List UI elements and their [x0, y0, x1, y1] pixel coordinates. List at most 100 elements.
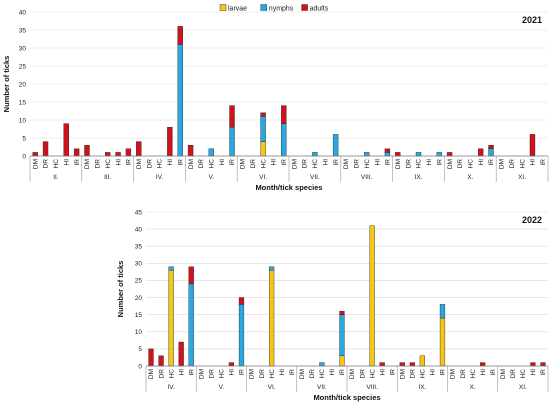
y-axis-title: Number of ticks [2, 56, 11, 113]
bar-nymphs-IX-HC [415, 152, 422, 157]
y-tick-label: 5 [22, 135, 26, 142]
x-tick-label-species: HC [420, 369, 427, 379]
bar-adults-X-DM [446, 152, 453, 157]
month-label: IX. [415, 174, 423, 181]
bar-adults-IV-DM [148, 348, 154, 367]
bar-adults-VI-HC [260, 112, 266, 117]
x-tick-label-species: HC [209, 159, 216, 169]
x-tick-label-species: IR [385, 159, 392, 166]
chart-title: 2022 [522, 215, 542, 225]
x-tick-label-species: DM [500, 369, 507, 379]
bar-nymphs-X-IR [488, 148, 494, 157]
legend-label-nymphs: nymphs [269, 6, 294, 13]
x-tick-label-species: HI [374, 159, 381, 166]
x-tick-label-species: HI [229, 369, 236, 376]
bar-adults-III-HC [105, 152, 111, 157]
y-tick-label: 15 [135, 312, 143, 319]
x-tick-label-species: DM [447, 159, 454, 169]
bar-adults-X-IR [488, 144, 494, 149]
bar-adults-II-DM [32, 152, 38, 157]
month-label: III. [104, 174, 111, 181]
x-tick-label-species: DR [43, 159, 50, 169]
x-tick-label-species: IR [436, 159, 443, 166]
y-tick-label: 20 [135, 295, 143, 302]
month-label: VII. [310, 174, 320, 181]
x-tick-label-species: HC [312, 159, 319, 169]
bar-nymphs-V-IR [229, 126, 235, 157]
chart-title: 2021 [522, 15, 542, 25]
month-label: IV. [167, 384, 175, 391]
legend: larvae nymphs adults [219, 4, 329, 13]
month-label: II. [53, 174, 59, 181]
y-tick-label: 5 [138, 346, 142, 353]
x-tick-label-species: HC [219, 369, 226, 379]
legend-swatch-larvae [219, 4, 227, 11]
x-tick-label-species: IR [389, 369, 396, 376]
x-tick-label-species: DR [509, 159, 516, 169]
x-axis-title: Month/tick species [313, 393, 380, 402]
y-tick-label: 0 [138, 363, 142, 370]
x-tick-label-species: HC [260, 159, 267, 169]
x-tick-label-species: DR [158, 369, 165, 379]
bar-adults-II-IR [73, 148, 80, 157]
month-label: VIII. [361, 174, 373, 181]
x-tick-label-species: HI [329, 369, 336, 376]
x-tick-label-species: HI [480, 369, 487, 376]
y-tick-label: 10 [135, 329, 143, 336]
bar-adults-X-HI [477, 148, 484, 157]
bar-adults-IV-HI [167, 126, 173, 157]
x-tick-label-species: HC [519, 159, 526, 169]
bar-adults-V-HI [228, 362, 235, 367]
bar-larvae-VIII-HC [369, 225, 375, 367]
legend-label-larvae: larvae [228, 6, 247, 13]
month-label: IX. [418, 384, 426, 391]
x-tick-label-species: DR [146, 159, 153, 169]
bar-larvae-VI-HC [260, 141, 266, 157]
bar-adults-XI-HI [530, 362, 536, 367]
x-tick-label-species: HI [178, 369, 185, 376]
x-tick-label-species: DR [302, 159, 309, 169]
x-tick-label-species: DR [457, 159, 464, 169]
y-axis-title: Number of ticks [116, 261, 125, 318]
bar-adults-VI-IR [281, 105, 287, 124]
x-tick-label-species: DM [240, 159, 247, 169]
y-tick-label: 10 [19, 117, 27, 124]
y-tick-label: 35 [135, 244, 143, 251]
bar-nymphs-IV-HC [168, 266, 174, 271]
bar-nymphs-V-IR [238, 304, 245, 367]
bar-larvae-IX-IR [439, 317, 446, 367]
month-label: VI. [268, 384, 276, 391]
month-label: VIII. [366, 384, 378, 391]
x-tick-label-species: IR [289, 369, 296, 376]
x-tick-label-species: DM [198, 369, 205, 379]
bar-adults-IV-DM [136, 141, 142, 157]
x-tick-label-species: HI [322, 159, 329, 166]
bar-adults-II-DR [42, 141, 49, 157]
x-tick-label-species: IR [281, 159, 288, 166]
x-tick-label-species: DR [209, 369, 216, 379]
bar-larvae-IV-HC [168, 269, 174, 367]
y-tick-label: 35 [19, 27, 27, 34]
x-tick-label-species: HC [319, 369, 326, 379]
y-tick-label: 45 [135, 209, 143, 216]
y-tick-label: 20 [19, 81, 27, 88]
x-tick-label-species: HI [271, 159, 278, 166]
bar-nymphs-IV-IR [177, 44, 183, 157]
x-tick-label-species: DM [148, 369, 155, 379]
month-label: XI. [519, 384, 527, 391]
x-tick-label-species: DM [343, 159, 350, 169]
y-tick-label: 30 [19, 45, 27, 52]
bar-nymphs-VII-HC [319, 362, 325, 367]
bar-adults-VII-IR [339, 311, 345, 315]
bar-nymphs-IX-IR [439, 304, 446, 319]
y-tick-label: 25 [135, 278, 143, 285]
x-tick-label-species: DM [84, 159, 91, 169]
y-tick-label: 40 [19, 9, 27, 16]
month-label: XI. [518, 174, 526, 181]
x-tick-label-species: DR [354, 159, 361, 169]
x-tick-label-species: IR [339, 369, 346, 376]
x-tick-label-species: IR [188, 369, 195, 376]
bar-adults-IV-HI [178, 341, 184, 367]
